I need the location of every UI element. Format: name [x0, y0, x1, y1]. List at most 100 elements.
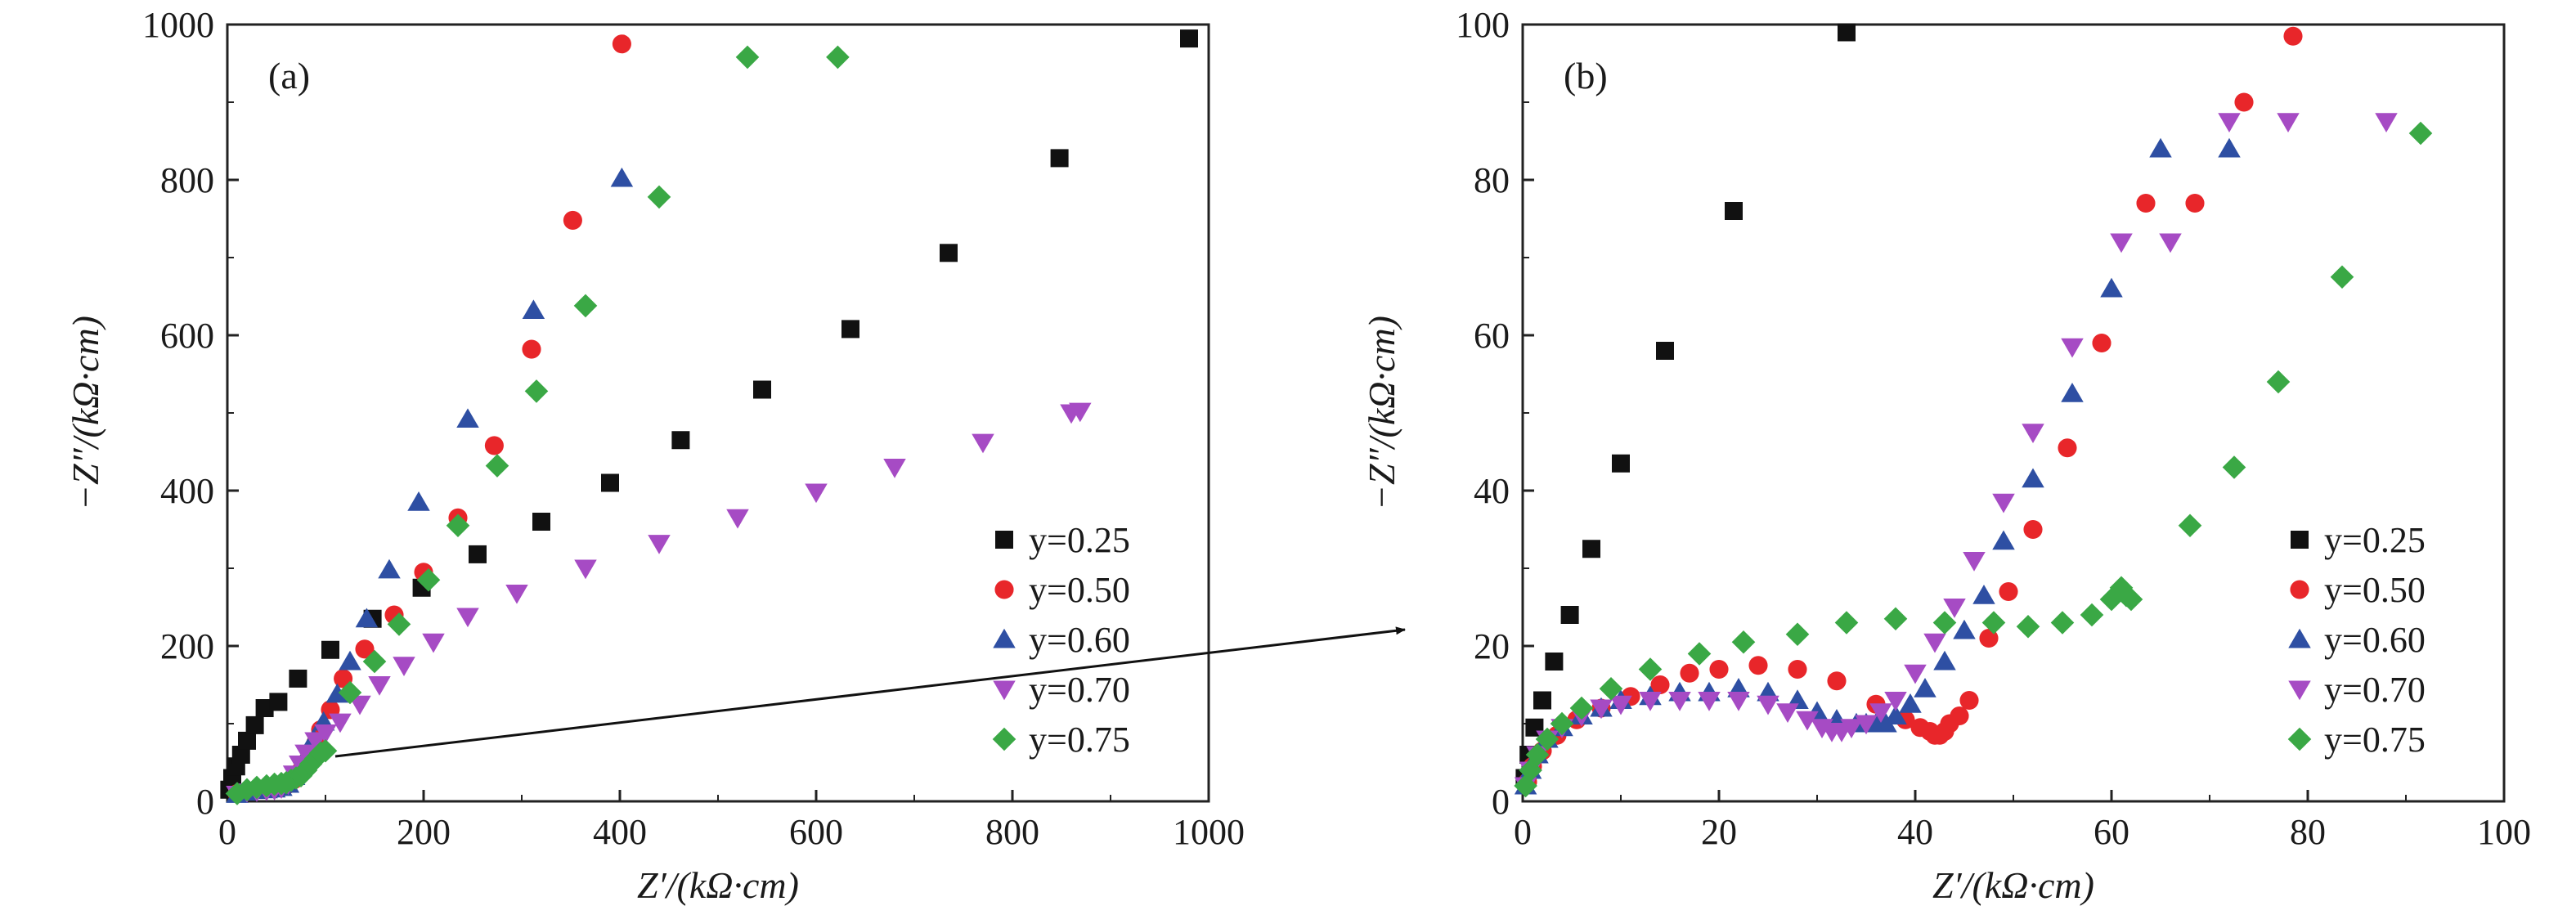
- panel-label-b: (b): [1564, 55, 1608, 96]
- data-point: [1855, 715, 1878, 735]
- data-point: [826, 45, 850, 70]
- data-point: [1999, 581, 2018, 602]
- legend-marker: [995, 531, 1013, 549]
- legend-entry: y=0.50: [2290, 570, 2426, 610]
- data-point: [1612, 454, 1630, 473]
- x-axis-title-b: Z′/(kΩ·cm): [1932, 864, 2094, 906]
- data-point: [368, 676, 391, 696]
- data-point: [1840, 719, 1863, 738]
- data-point: [1638, 657, 1663, 681]
- data-point: [1834, 611, 1859, 635]
- legend-label: y=0.75: [2324, 720, 2426, 760]
- data-point: [524, 379, 549, 403]
- data-point: [2110, 233, 2133, 253]
- data-point: [940, 244, 958, 262]
- zoom-arrow: [334, 626, 1406, 758]
- data-point: [1963, 552, 1986, 572]
- data-point: [2234, 92, 2254, 112]
- data-point: [1656, 342, 1674, 360]
- data-point: [2277, 113, 2300, 132]
- data-point: [532, 513, 550, 531]
- data-point: [841, 320, 859, 339]
- data-point: [1731, 630, 1756, 654]
- data-point: [1680, 663, 1699, 683]
- data-point: [456, 608, 479, 628]
- series-y-0-50: [1518, 26, 2303, 792]
- y-tick-label: 60: [1474, 316, 1510, 356]
- data-point: [469, 545, 487, 563]
- data-point: [2330, 265, 2354, 289]
- data-point: [378, 558, 401, 579]
- data-point: [1560, 606, 1579, 624]
- data-point: [1933, 650, 1956, 671]
- data-point: [1959, 690, 1979, 711]
- data-point: [573, 294, 598, 318]
- legend-entry: y=0.25: [2291, 520, 2426, 560]
- legend-entry: y=0.75: [2287, 720, 2426, 760]
- data-point: [1932, 611, 1957, 635]
- data-point: [314, 724, 337, 744]
- data-point: [1748, 656, 1768, 675]
- legend-a: y=0.25 y=0.50 y=0.60 y=0.70 y=0.75: [992, 520, 1130, 760]
- data-point: [1687, 642, 1712, 666]
- data-point: [1180, 29, 1198, 48]
- data-point: [294, 744, 317, 765]
- data-point: [1569, 696, 1594, 720]
- x-tick-label: 200: [397, 812, 451, 852]
- data-point: [446, 514, 470, 538]
- data-point: [238, 731, 256, 750]
- data-point: [563, 210, 582, 230]
- data-point: [2178, 514, 2202, 538]
- legend-label: y=0.75: [1029, 720, 1130, 760]
- data-point: [355, 639, 375, 659]
- data-point: [2092, 333, 2112, 353]
- data-point: [245, 715, 264, 734]
- data-point: [2218, 113, 2241, 132]
- data-point: [355, 608, 379, 628]
- data-point: [1535, 727, 1560, 751]
- data-point: [574, 559, 597, 580]
- x-tick-label: 20: [1701, 812, 1737, 852]
- data-point: [255, 699, 274, 717]
- data-point: [612, 34, 631, 54]
- legend-marker: [2288, 628, 2311, 648]
- points-a: [220, 29, 1198, 805]
- data-point: [387, 612, 411, 636]
- x-tick-label: 80: [2290, 812, 2326, 852]
- legend-label: y=0.25: [2324, 520, 2426, 560]
- data-point: [1899, 693, 1922, 713]
- data-point: [231, 746, 250, 764]
- series-y-0-75: [1514, 121, 2433, 798]
- series-y-0-75: [225, 45, 850, 805]
- data-point: [2408, 121, 2433, 146]
- y-tick-label: 1000: [142, 5, 214, 45]
- data-point: [269, 693, 288, 711]
- data-point: [484, 436, 504, 455]
- data-point: [1923, 633, 1946, 653]
- data-point: [348, 695, 371, 715]
- data-point: [2185, 193, 2205, 213]
- legend-marker: [2288, 680, 2311, 701]
- data-point: [522, 299, 545, 320]
- ticks-b: 0 20 40 60 80 100 0 20 40 60 80 100: [1456, 5, 2531, 852]
- legend-label: y=0.60: [1029, 620, 1130, 660]
- y-tick-label: 100: [1456, 5, 1510, 45]
- data-point: [1590, 699, 1613, 720]
- data-point: [1545, 653, 1564, 671]
- legend-entry: y=0.60: [2288, 620, 2426, 660]
- data-point: [2080, 603, 2104, 627]
- data-point: [2061, 383, 2084, 402]
- legend-label: y=0.60: [2324, 620, 2426, 660]
- data-point: [805, 483, 828, 504]
- data-point: [1525, 742, 1550, 767]
- legend-label: y=0.70: [1029, 670, 1130, 710]
- y-tick-label: 800: [160, 160, 214, 200]
- data-point: [2100, 277, 2123, 298]
- data-point: [1599, 676, 1623, 701]
- x-axis-title-a: Z′/(kΩ·cm): [637, 864, 799, 906]
- data-point: [1639, 692, 1662, 711]
- points-b: [1514, 23, 2433, 798]
- legend-b: y=0.25 y=0.50 y=0.60 y=0.70 y=0.75: [2287, 520, 2426, 760]
- data-point: [1709, 659, 1729, 680]
